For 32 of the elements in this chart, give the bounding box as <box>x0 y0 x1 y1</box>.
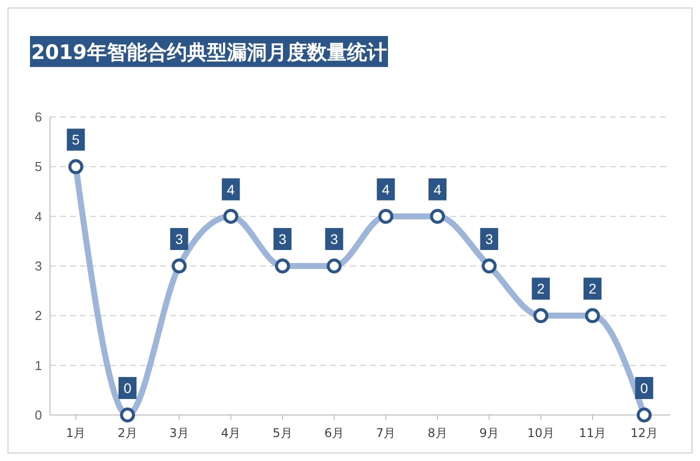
data-label: 4 <box>226 181 235 198</box>
data-label: 5 <box>72 132 80 148</box>
x-tick-label: 10月 <box>527 426 554 440</box>
x-tick-label: 5月 <box>272 426 292 440</box>
data-label: 3 <box>175 231 184 247</box>
y-tick-label: 3 <box>34 258 42 274</box>
x-tick-label: 9月 <box>479 426 499 440</box>
data-label: 4 <box>434 181 442 198</box>
data-label: 2 <box>588 280 597 297</box>
x-tick-label: 4月 <box>221 426 241 440</box>
data-label: 2 <box>536 280 545 297</box>
y-tick-label: 0 <box>34 408 42 423</box>
x-tick-label: 8月 <box>428 426 448 440</box>
x-tick-label: 1月 <box>66 426 86 440</box>
data-label: 0 <box>124 380 132 396</box>
data-label: 3 <box>485 231 494 247</box>
y-tick-label: 4 <box>34 208 42 224</box>
chart-title: 2019年智能合约典型漏洞月度数量统计 <box>31 40 387 64</box>
data-label: 0 <box>640 380 648 396</box>
x-tick-label: 11月 <box>578 426 606 440</box>
x-tick-label: 12月 <box>630 426 658 440</box>
x-tick-label: 3月 <box>169 426 189 440</box>
x-tick-label: 6月 <box>324 426 344 440</box>
x-tick-label: 2月 <box>118 426 138 440</box>
y-tick-label: 5 <box>34 159 42 174</box>
y-tick-label: 1 <box>34 358 42 373</box>
data-label: 3 <box>278 231 287 247</box>
y-tick-label: 2 <box>34 308 42 324</box>
x-tick-label: 7月 <box>376 426 396 440</box>
data-label: 3 <box>330 231 338 247</box>
y-tick-label: 6 <box>34 110 42 125</box>
data-label: 4 <box>382 181 390 198</box>
